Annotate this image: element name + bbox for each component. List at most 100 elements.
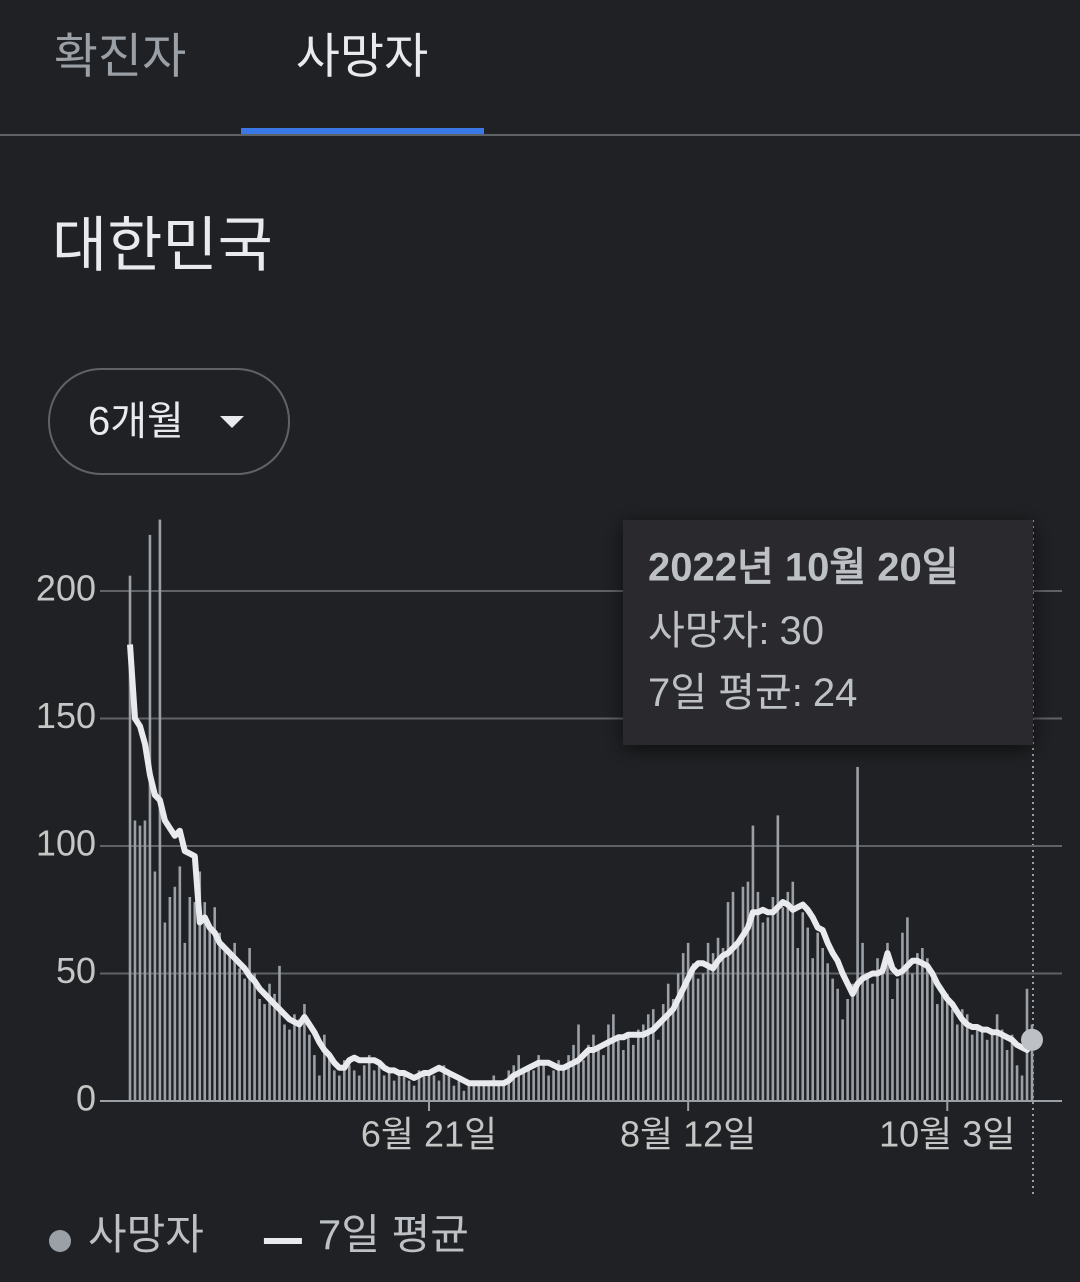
bar [278, 965, 281, 1101]
bar [198, 871, 202, 1101]
bar [283, 1024, 286, 1101]
bar [203, 902, 207, 1101]
tooltip-value: 24 [813, 671, 858, 715]
bar [323, 1034, 326, 1101]
bar [607, 1024, 610, 1101]
tab-label[interactable]: 확진자 [54, 31, 186, 84]
bar [392, 1080, 396, 1101]
bar [422, 1075, 426, 1101]
range-dropdown[interactable] [48, 368, 290, 475]
y-tick-label: 200 [36, 568, 96, 609]
bar [138, 825, 142, 1101]
bar [248, 948, 251, 1101]
bar [806, 927, 810, 1101]
hover-point [1021, 1028, 1043, 1051]
bar [706, 942, 710, 1101]
bar [238, 968, 241, 1101]
average-line [127, 644, 1035, 1087]
bar [661, 1004, 665, 1101]
bar [975, 1024, 979, 1101]
bar [477, 1085, 481, 1101]
bar [871, 983, 874, 1101]
bar [921, 948, 924, 1101]
bar [517, 1055, 521, 1101]
bar [472, 1080, 476, 1101]
bar [432, 1075, 436, 1101]
bar [387, 1070, 391, 1101]
bar [552, 1070, 555, 1101]
tooltip-box [623, 520, 1033, 745]
dropdown-arrow[interactable] [220, 416, 244, 428]
bar [128, 575, 132, 1101]
bar [223, 948, 226, 1101]
bar [467, 1085, 471, 1101]
y-tick-label: 50 [56, 950, 96, 991]
bar [612, 1014, 615, 1101]
bar [681, 953, 685, 1101]
bar [452, 1085, 456, 1101]
bar [1000, 1029, 1004, 1101]
bar [846, 999, 849, 1101]
bar [781, 907, 785, 1101]
bar [651, 1009, 655, 1101]
bar [776, 815, 780, 1101]
bar [931, 978, 934, 1101]
bar [960, 1009, 964, 1101]
bar [362, 1065, 366, 1101]
bar [1015, 1065, 1019, 1101]
bar [632, 1044, 635, 1101]
bar [866, 973, 869, 1101]
bar [1030, 1024, 1034, 1101]
bar [442, 1065, 446, 1101]
tab-label[interactable]: 사망자 [296, 31, 428, 84]
tooltip-row: 7일 평균: 24 [648, 671, 857, 715]
bar [831, 978, 834, 1101]
bar [716, 937, 720, 1101]
bar [253, 973, 256, 1101]
bar [950, 1009, 954, 1101]
bar [532, 1070, 535, 1101]
bar [955, 1024, 959, 1101]
bar [318, 1075, 321, 1101]
bar [228, 953, 231, 1101]
bar [911, 973, 914, 1101]
bar [213, 907, 217, 1101]
bar [208, 927, 212, 1101]
bar [861, 942, 864, 1101]
bar [721, 948, 725, 1101]
tooltip-row: 사망자: 30 [648, 609, 824, 653]
legend-marker [263, 1238, 302, 1244]
bar [736, 942, 740, 1101]
region-title: 대한민국 [52, 212, 273, 279]
y-tick-label: 150 [36, 695, 96, 736]
bar [347, 1065, 351, 1101]
tooltip-separator: : [792, 671, 803, 715]
tooltip-name: 사망자 [648, 609, 758, 653]
x-tick-label: 8월 12일 [620, 1114, 756, 1155]
bar [372, 1070, 376, 1101]
bar [691, 963, 695, 1101]
bar [886, 942, 889, 1101]
tooltip-name: 7일 평균 [648, 671, 792, 715]
bar [168, 897, 172, 1101]
bar [701, 973, 705, 1101]
bar [746, 881, 750, 1101]
bar [537, 1055, 540, 1101]
range-label[interactable]: 6개월 [88, 400, 184, 444]
bar [816, 932, 820, 1101]
bar [562, 1065, 565, 1101]
bar [218, 932, 222, 1101]
bar [726, 902, 730, 1101]
bar [268, 983, 271, 1101]
bar [711, 953, 715, 1101]
bar [487, 1080, 491, 1101]
bar [731, 891, 735, 1101]
bar [676, 973, 680, 1101]
bar [163, 922, 167, 1101]
bar [836, 988, 839, 1101]
bar [940, 988, 944, 1101]
bar [906, 917, 909, 1101]
bar [796, 948, 800, 1101]
bar [502, 1080, 506, 1101]
